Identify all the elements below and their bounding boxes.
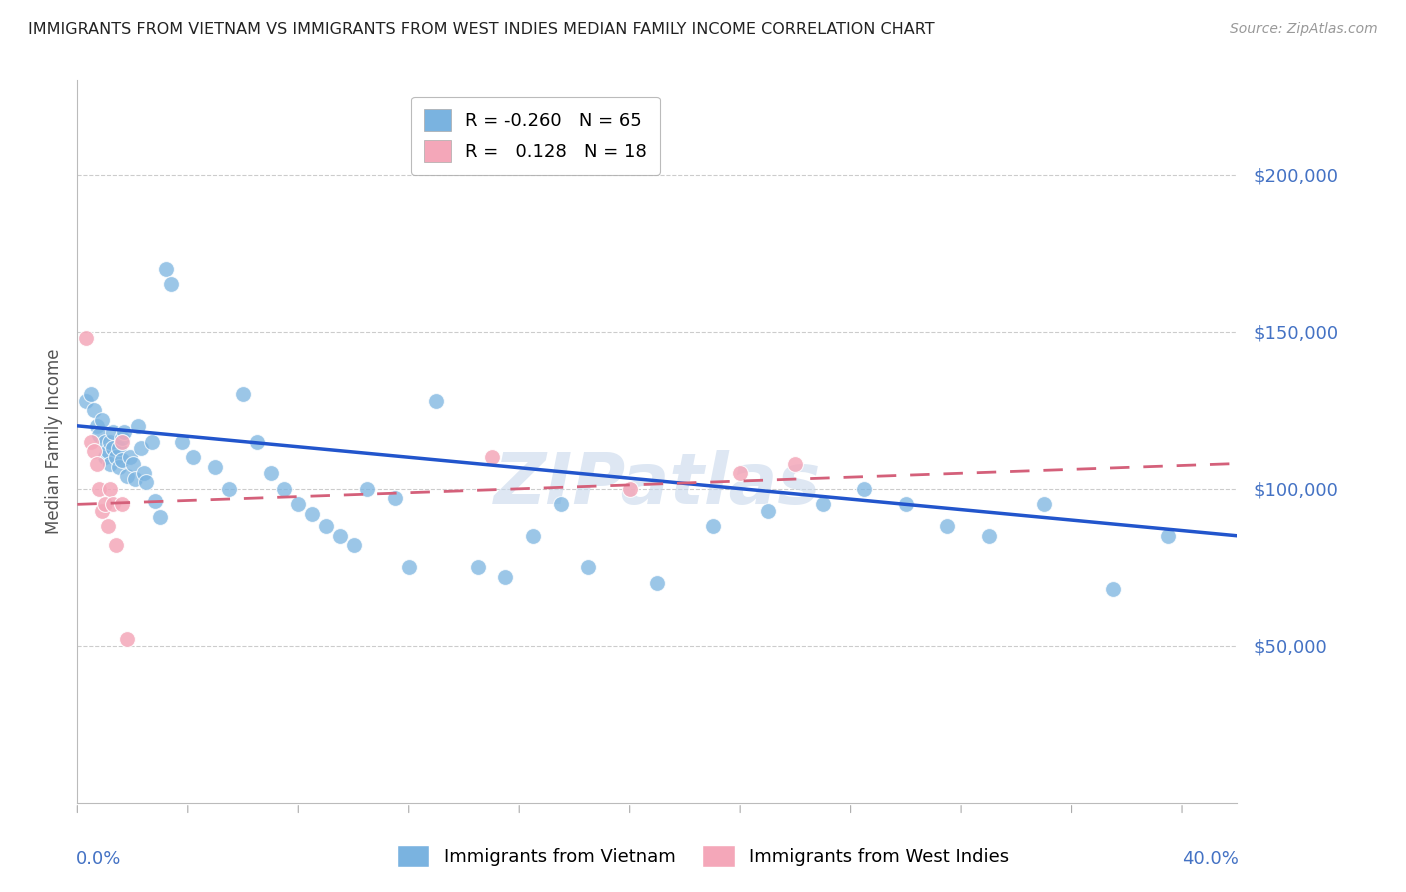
Point: [155, 261, 177, 276]
Point: [936, 519, 959, 533]
Point: [107, 459, 129, 474]
Point: [89, 482, 111, 496]
Point: [75, 393, 97, 408]
Y-axis label: Median Family Income: Median Family Income: [45, 349, 63, 534]
Point: [132, 466, 155, 480]
Point: [110, 497, 132, 511]
Point: [287, 497, 309, 511]
Point: [246, 434, 269, 449]
Point: [204, 459, 226, 474]
Point: [110, 453, 132, 467]
Point: [89, 428, 111, 442]
Point: [105, 450, 127, 465]
Point: [143, 494, 166, 508]
Text: 0.0%: 0.0%: [76, 850, 121, 868]
Point: [1032, 497, 1054, 511]
Point: [97, 444, 120, 458]
Point: [94, 450, 117, 465]
Point: [398, 560, 420, 574]
Point: [756, 503, 779, 517]
Point: [103, 497, 125, 511]
Point: [315, 519, 337, 533]
Point: [342, 538, 364, 552]
Point: [425, 393, 447, 408]
Point: [124, 472, 146, 486]
Text: Source: ZipAtlas.com: Source: ZipAtlas.com: [1230, 22, 1378, 37]
Point: [853, 482, 876, 496]
Point: [273, 482, 295, 496]
Point: [129, 441, 152, 455]
Point: [160, 277, 183, 292]
Point: [1102, 582, 1125, 597]
Text: ZIPatlas: ZIPatlas: [494, 450, 821, 519]
Point: [494, 569, 516, 583]
Point: [218, 482, 240, 496]
Point: [100, 457, 122, 471]
Point: [550, 497, 572, 511]
Point: [105, 538, 127, 552]
Point: [260, 466, 283, 480]
Point: [75, 331, 97, 345]
Point: [619, 482, 641, 496]
Point: [329, 529, 352, 543]
Point: [110, 434, 132, 449]
Point: [467, 560, 489, 574]
Point: [115, 632, 138, 647]
Point: [894, 497, 917, 511]
Point: [728, 466, 751, 480]
Point: [576, 560, 599, 574]
Point: [811, 497, 834, 511]
Point: [86, 457, 108, 471]
Legend: R = -0.260   N = 65, R =   0.128   N = 18: R = -0.260 N = 65, R = 0.128 N = 18: [411, 96, 659, 175]
Point: [112, 425, 135, 439]
Point: [94, 434, 117, 449]
Point: [107, 441, 129, 455]
Point: [1157, 529, 1180, 543]
Legend: Immigrants from Vietnam, Immigrants from West Indies: Immigrants from Vietnam, Immigrants from…: [389, 838, 1017, 874]
Point: [481, 450, 503, 465]
Point: [121, 457, 143, 471]
Point: [977, 529, 1000, 543]
Point: [83, 403, 105, 417]
Point: [100, 482, 122, 496]
Point: [103, 441, 125, 455]
Point: [141, 434, 163, 449]
Point: [94, 497, 117, 511]
Point: [522, 529, 544, 543]
Point: [135, 475, 157, 490]
Point: [91, 503, 114, 517]
Point: [97, 519, 120, 533]
Point: [149, 510, 172, 524]
Point: [183, 450, 205, 465]
Point: [645, 575, 669, 590]
Point: [118, 450, 141, 465]
Text: 40.0%: 40.0%: [1181, 850, 1239, 868]
Point: [301, 507, 323, 521]
Point: [80, 434, 103, 449]
Point: [83, 444, 105, 458]
Point: [91, 412, 114, 426]
Point: [232, 387, 254, 401]
Point: [115, 469, 138, 483]
Point: [384, 491, 406, 505]
Point: [86, 418, 108, 433]
Point: [110, 431, 132, 445]
Point: [127, 418, 149, 433]
Point: [103, 425, 125, 439]
Point: [80, 387, 103, 401]
Point: [702, 519, 724, 533]
Point: [172, 434, 194, 449]
Point: [100, 434, 122, 449]
Point: [785, 457, 807, 471]
Text: IMMIGRANTS FROM VIETNAM VS IMMIGRANTS FROM WEST INDIES MEDIAN FAMILY INCOME CORR: IMMIGRANTS FROM VIETNAM VS IMMIGRANTS FR…: [28, 22, 935, 37]
Point: [356, 482, 378, 496]
